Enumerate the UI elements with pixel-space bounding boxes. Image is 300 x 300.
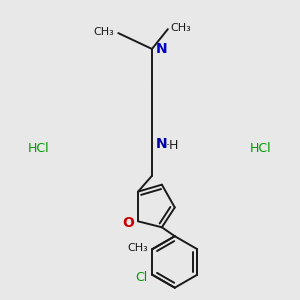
Text: CH₃: CH₃ (128, 243, 148, 253)
Text: Cl: Cl (135, 271, 148, 284)
Text: N: N (156, 42, 168, 56)
Text: O: O (122, 216, 134, 230)
Text: HCl: HCl (250, 142, 272, 154)
Text: ·H: ·H (166, 139, 179, 152)
Text: HCl: HCl (28, 142, 50, 154)
Text: CH₃: CH₃ (94, 27, 114, 37)
Text: CH₃: CH₃ (171, 23, 192, 33)
Text: N: N (156, 137, 168, 151)
